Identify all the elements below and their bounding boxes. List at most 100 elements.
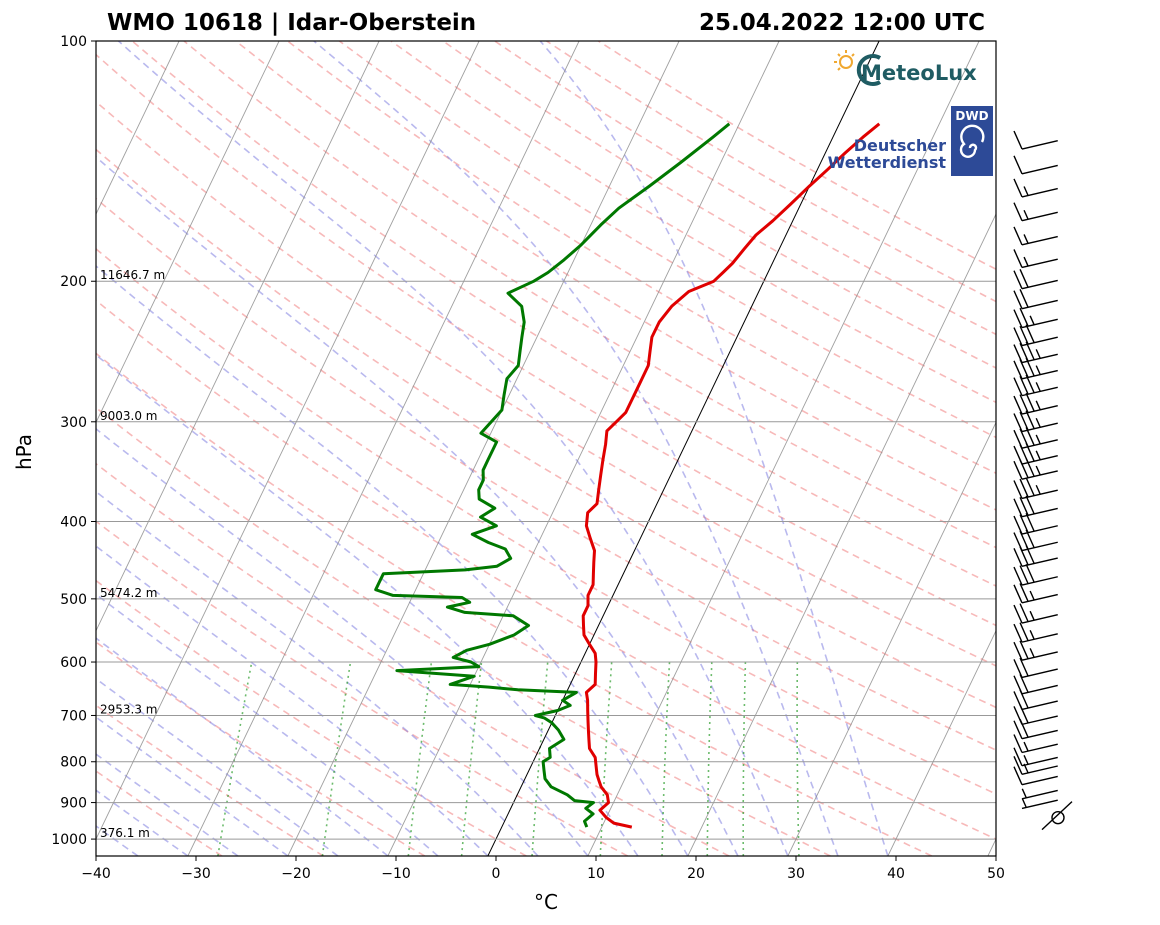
meteolux-arc-icon <box>856 54 882 86</box>
wind-barb-flag <box>1013 395 1023 415</box>
wind-barb <box>1013 341 1058 364</box>
y-axis-ticks: 100 200 300 400 500 600 700 800 900 1000 <box>51 34 96 848</box>
pressure-grid <box>96 41 996 840</box>
moist-adiabat <box>539 41 889 856</box>
wind-barb-flag <box>1013 155 1023 175</box>
wind-barb-flag <box>1013 202 1023 221</box>
y-tick-label: 200 <box>60 274 87 290</box>
zero-isotherm <box>487 41 880 856</box>
x-tick-label: −40 <box>81 866 111 882</box>
y-tick-label: 400 <box>60 514 87 530</box>
wind-barb <box>1013 289 1058 310</box>
wind-barb <box>1013 374 1058 397</box>
wind-barb-flag <box>1025 512 1035 532</box>
y-axis-label: hPa <box>12 434 36 470</box>
wind-barb <box>1041 801 1073 831</box>
dwd-name-line2: Wetterdienst <box>828 153 947 172</box>
dry-adiabat <box>96 641 426 856</box>
wind-barb-flag <box>1013 270 1023 289</box>
wind-barb-half-flag <box>1029 590 1035 601</box>
profile-series <box>374 122 881 829</box>
mixing-ratio-line <box>661 661 671 856</box>
wind-barb-flag <box>1013 641 1023 661</box>
moist-adiabat <box>96 789 189 856</box>
moist-adiabat <box>96 753 239 856</box>
wind-barb <box>1021 788 1058 800</box>
wind-barb <box>1013 529 1058 552</box>
wind-barb <box>1013 495 1058 518</box>
moist-adiabat <box>96 545 489 856</box>
wind-barb <box>1013 155 1058 175</box>
wind-barb-flag <box>1013 532 1023 551</box>
sun-icon <box>834 50 855 71</box>
y-tick-label: 700 <box>60 708 87 724</box>
wind-barb-flag <box>1013 566 1023 586</box>
isotherm <box>287 41 680 856</box>
dry-adiabat <box>96 462 730 856</box>
wind-barb-flag <box>1019 640 1029 660</box>
wind-barb-flag <box>1013 360 1023 380</box>
wind-barb-half-flag <box>1023 234 1029 244</box>
wind-barb-flag <box>1013 747 1023 767</box>
wind-barbs <box>1013 130 1073 831</box>
mixing-ratio-line <box>407 661 433 856</box>
dry-adiabat <box>96 352 933 856</box>
wind-barb-half-flag <box>1035 349 1041 359</box>
chart-title-station: WMO 10618 | Idar-Oberstein <box>107 10 476 36</box>
moist-adiabat <box>96 716 289 856</box>
x-tick-label: −30 <box>181 866 211 882</box>
dry-adiabat <box>338 41 996 439</box>
moist-adiabat <box>96 490 539 856</box>
wind-barb-flag <box>1025 477 1035 496</box>
dry-adiabat <box>96 406 831 856</box>
dry-adiabat <box>96 770 223 856</box>
height-label: 2953.3 m <box>100 702 158 716</box>
wind-barb-half-flag <box>1035 465 1041 476</box>
mixing-ratio-line <box>706 661 713 856</box>
wind-barb <box>1013 734 1058 754</box>
y-tick-label: 1000 <box>51 832 87 848</box>
wind-barb-flag <box>1019 411 1029 431</box>
wind-barb-half-flag <box>1029 630 1035 640</box>
wind-barb-flag <box>1019 269 1029 288</box>
moist-adiabat <box>96 593 439 856</box>
wind-barb-half-flag <box>1029 610 1035 621</box>
wind-barb <box>1013 766 1058 786</box>
wind-barb <box>1013 324 1058 347</box>
wind-barb <box>1013 512 1058 535</box>
x-tick-label: 10 <box>587 866 605 882</box>
isotherm <box>687 213 996 856</box>
mixing-ratio-line <box>796 662 800 856</box>
isotherm <box>96 41 180 216</box>
temperature-series <box>581 122 881 829</box>
wind-barb-flag <box>1013 309 1023 328</box>
isotherm <box>96 41 280 424</box>
isotherm <box>587 41 980 856</box>
y-tick-label: 900 <box>60 796 87 812</box>
wind-barb-half-flag <box>1029 648 1035 658</box>
dry-adiabat <box>96 247 996 795</box>
wind-barb-flag <box>1013 460 1023 480</box>
wind-barb-flag <box>1013 344 1023 363</box>
wind-barb-flag <box>1013 659 1023 678</box>
dry-adiabat <box>96 148 996 709</box>
mixing-ratio-line <box>217 661 253 856</box>
wind-barb <box>1013 603 1058 624</box>
wind-barb <box>1021 798 1058 810</box>
wind-barb-half-flag <box>1035 484 1041 495</box>
wind-barb-flag <box>1019 565 1029 584</box>
wind-barb <box>1013 249 1058 269</box>
mixing-ratio-line <box>531 661 549 856</box>
wind-barb-flag <box>1013 377 1023 396</box>
wind-barb-half-flag <box>1021 788 1027 799</box>
wind-barb <box>1013 392 1058 415</box>
wind-barb-flag <box>1019 497 1029 516</box>
mixing-ratio-line <box>599 661 613 856</box>
wind-barb-half-flag <box>1021 798 1027 808</box>
dewpoint-series <box>374 122 731 828</box>
wind-barb-flag <box>1013 515 1023 535</box>
wind-barb-flag <box>1019 325 1029 345</box>
wind-barb-flag <box>1013 226 1023 246</box>
y-tick-label: 100 <box>60 34 87 50</box>
wind-barb-flag <box>1013 675 1023 695</box>
